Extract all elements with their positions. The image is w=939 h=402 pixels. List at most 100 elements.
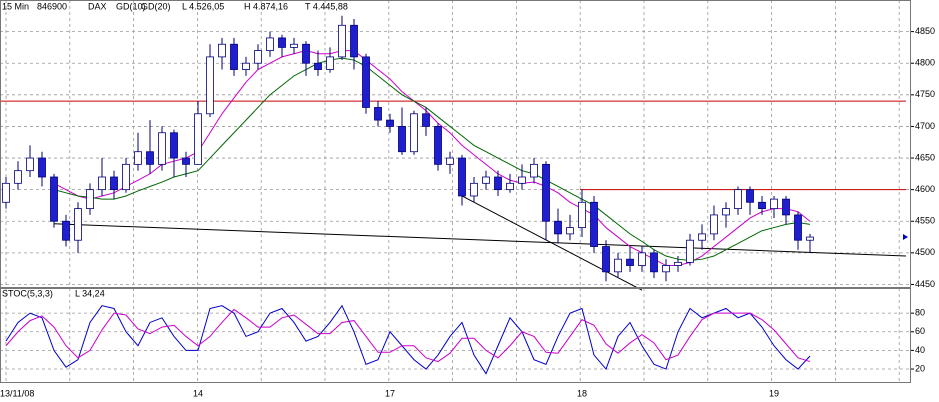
indicator-line xyxy=(5,304,811,375)
candle-body xyxy=(254,50,262,64)
candle-body xyxy=(638,252,646,266)
candle-body xyxy=(530,163,538,178)
candle-body xyxy=(482,176,490,184)
candle-body xyxy=(266,37,274,51)
candle-body xyxy=(50,176,58,222)
candle-body xyxy=(74,208,82,241)
y-tick-label: 40 xyxy=(915,345,925,355)
trend-line xyxy=(53,223,907,257)
candle-body xyxy=(554,220,562,235)
candle-body xyxy=(494,176,502,191)
candle-body xyxy=(14,170,22,184)
candle-body xyxy=(626,258,634,266)
header-text: 15 Min xyxy=(2,1,29,11)
y-tick-label: 80 xyxy=(915,308,925,318)
y-tick-label: 60 xyxy=(915,326,925,336)
y-tick-label: 20 xyxy=(915,363,925,373)
candle-body xyxy=(722,208,730,216)
y-tick-label: 4650 xyxy=(915,152,935,162)
candle-body xyxy=(734,189,742,210)
candle-body xyxy=(410,113,418,153)
candle-body xyxy=(422,113,430,127)
candle-body xyxy=(602,246,610,273)
candle-body xyxy=(98,176,106,191)
candle-body xyxy=(134,151,142,165)
candle-body xyxy=(86,189,94,210)
candle-body xyxy=(542,163,550,222)
indicator-line xyxy=(53,50,811,267)
candle-body xyxy=(782,198,790,216)
legend-entry: GD(20) xyxy=(141,1,171,11)
indicator-line xyxy=(53,57,811,261)
candle-body xyxy=(518,176,526,184)
candle-body xyxy=(290,43,298,48)
candle-body xyxy=(110,176,118,191)
candle-body xyxy=(674,261,682,266)
candle-body xyxy=(278,37,286,48)
candle-body xyxy=(194,113,202,165)
candle-body xyxy=(122,163,130,191)
candle-body xyxy=(506,182,514,191)
candle-body xyxy=(614,258,622,273)
stat-text: L 4.526,05 xyxy=(182,1,224,11)
y-tick-label: 4700 xyxy=(915,121,935,131)
candle-body xyxy=(746,189,754,203)
candle-body xyxy=(182,157,190,165)
candle-body xyxy=(686,239,694,263)
candle-body xyxy=(446,157,454,165)
candle-body xyxy=(146,151,154,165)
candle-body xyxy=(398,126,406,153)
candle-body xyxy=(26,157,34,172)
candle-body xyxy=(758,201,766,210)
candle-body xyxy=(242,62,250,70)
candle-body xyxy=(350,24,358,58)
price-frame xyxy=(0,0,911,288)
header-text: DAX xyxy=(88,1,107,11)
candle-body xyxy=(218,43,226,58)
indicator-line xyxy=(5,308,811,363)
candle-body xyxy=(662,265,670,273)
candle-body xyxy=(434,126,442,165)
stoch-frame xyxy=(0,288,911,383)
candle-body xyxy=(158,132,166,165)
y-tick-label: 4500 xyxy=(915,247,935,257)
y-tick-label: 4850 xyxy=(915,26,935,36)
x-tick-label: 13/11/08 xyxy=(0,388,34,398)
candle-body xyxy=(566,227,574,235)
candle-body xyxy=(362,56,370,108)
y-tick-label: 4550 xyxy=(915,216,935,226)
candle-body xyxy=(170,132,178,159)
candle-body xyxy=(710,214,718,235)
candle-body xyxy=(302,43,310,64)
candle-body xyxy=(386,119,394,127)
candle-body xyxy=(206,56,214,115)
trend-line xyxy=(461,195,643,291)
x-tick-label: 18 xyxy=(577,388,587,398)
x-tick-label: 19 xyxy=(769,388,779,398)
legend-entry: GD(10) xyxy=(116,1,146,11)
y-tick-label: 4750 xyxy=(915,89,935,99)
x-tick-label: 14 xyxy=(193,388,203,398)
y-tick-label: 4450 xyxy=(915,279,935,289)
y-tick-label: 4600 xyxy=(915,184,935,194)
candle-body xyxy=(2,182,10,203)
candle-body xyxy=(326,56,334,70)
candle-body xyxy=(62,220,70,241)
candle-body xyxy=(458,157,466,197)
panel-title: STOC(5,3,3) xyxy=(2,288,53,298)
x-tick-label: 17 xyxy=(385,388,395,398)
candle-body xyxy=(338,24,346,58)
candle-body xyxy=(470,182,478,197)
stat-text: T 4.445,88 xyxy=(305,1,348,11)
candle-body xyxy=(794,214,802,241)
candle-body xyxy=(698,233,706,241)
candle-body xyxy=(374,107,382,121)
y-tick-label: 4800 xyxy=(915,58,935,68)
candle-body xyxy=(578,201,586,228)
header-text: 846900 xyxy=(37,1,67,11)
stat-text: L 34,24 xyxy=(75,288,105,298)
candle-body xyxy=(314,62,322,70)
candle-body xyxy=(230,43,238,70)
candle-body xyxy=(806,236,814,241)
